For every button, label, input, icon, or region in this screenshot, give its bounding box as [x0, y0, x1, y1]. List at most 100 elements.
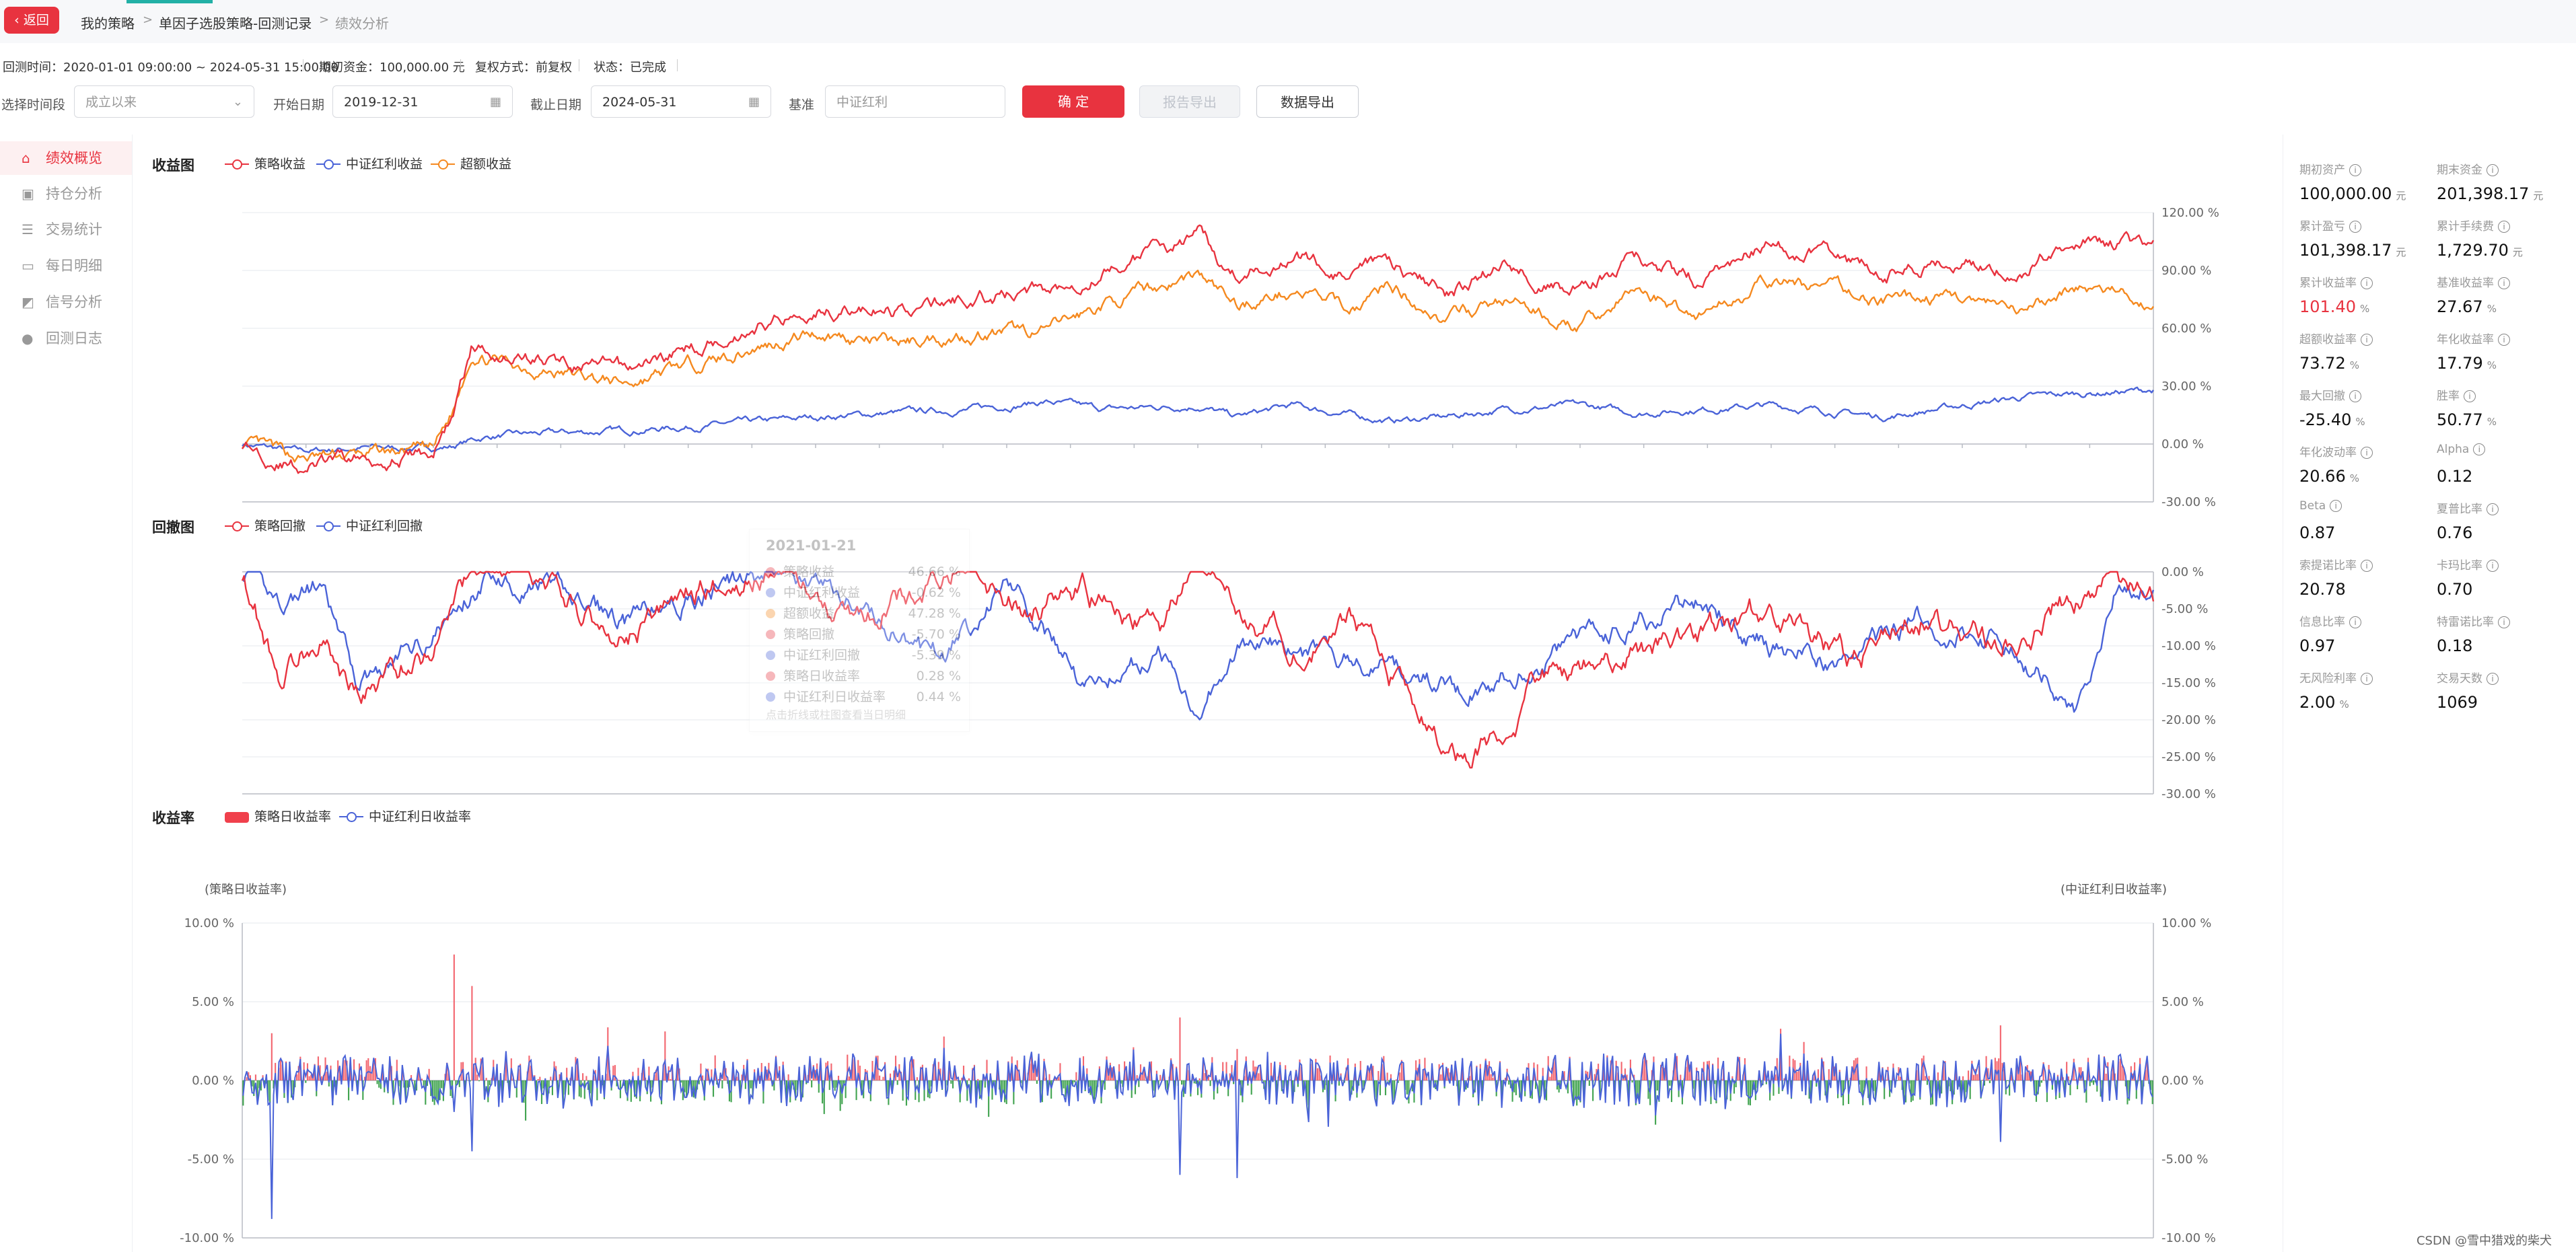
- daily-bar: [1520, 1080, 1522, 1101]
- daily-bar: [373, 1062, 375, 1080]
- daily-bar: [795, 1080, 797, 1101]
- period-select[interactable]: 成立以来 ⌄: [74, 85, 254, 118]
- info-icon[interactable]: i: [2486, 164, 2499, 176]
- info-icon[interactable]: i: [2498, 277, 2510, 289]
- daily-bar: [1034, 1065, 1036, 1080]
- daily-bar: [837, 1076, 840, 1080]
- info-icon[interactable]: i: [2498, 221, 2510, 233]
- info-icon[interactable]: i: [2361, 560, 2373, 572]
- daily-bar: [1181, 1080, 1183, 1085]
- info-icon[interactable]: i: [2361, 447, 2373, 459]
- daily-bar: [1065, 1080, 1067, 1097]
- daily-bar: [889, 1073, 892, 1080]
- breadcrumb-item-backtest-record[interactable]: 单因子选股策略-回测记录: [159, 15, 312, 32]
- daily-bar: [1967, 1070, 1970, 1080]
- chart-icon: ◩: [22, 294, 34, 310]
- daily-bar: [1538, 1080, 1540, 1103]
- metric-value: 50.77%: [2437, 410, 2497, 429]
- daily-bar: [1862, 1080, 1864, 1105]
- metric-label: 夏普比率 i: [2437, 499, 2571, 517]
- daily-bar: [505, 1060, 507, 1080]
- daily-bar: [1138, 1080, 1140, 1087]
- info-icon[interactable]: i: [2361, 277, 2373, 289]
- daily-bar: [515, 1080, 517, 1098]
- metric-1: 期末资金 i 201,398.17 元: [2437, 160, 2571, 203]
- daily-bar: [1209, 1080, 1211, 1087]
- daily-bar: [1036, 1080, 1038, 1084]
- info-icon[interactable]: i: [2330, 500, 2342, 512]
- info-icon[interactable]: i: [2349, 390, 2361, 402]
- data-export-button[interactable]: 数据导出: [1256, 85, 1359, 118]
- metric-value: 0.97: [2299, 636, 2336, 655]
- sidebar-item-backtest-log[interactable]: ● 回测日志: [0, 322, 132, 355]
- info-icon[interactable]: i: [2349, 616, 2361, 628]
- report-export-button[interactable]: 报告导出: [1139, 85, 1240, 118]
- list-icon: ☰: [22, 221, 34, 237]
- daily-bar: [852, 1058, 854, 1080]
- back-button[interactable]: ‹ 返回: [4, 7, 59, 34]
- sidebar-item-daily-detail[interactable]: ▭ 每日明细: [0, 249, 132, 283]
- daily-bar: [1816, 1080, 1818, 1087]
- sidebar-item-trade-stats[interactable]: ☰ 交易统计: [0, 213, 132, 246]
- daily-bar: [1109, 1062, 1111, 1080]
- daily-bar: [1817, 1069, 1819, 1080]
- sidebar-item-holdings[interactable]: ▣ 持仓分析: [0, 177, 132, 211]
- confirm-button[interactable]: 确 定: [1022, 85, 1124, 118]
- daily-bar: [2075, 1079, 2077, 1080]
- daily-bar: [1751, 1080, 1753, 1095]
- breadcrumb-item-my-strategy[interactable]: 我的策略: [81, 15, 135, 32]
- daily-bar: [2151, 1080, 2153, 1105]
- daily-bar: [580, 1080, 582, 1098]
- daily-bar: [839, 1080, 841, 1111]
- daily-bar: [471, 986, 473, 1080]
- daily-bar: [1884, 1080, 1886, 1099]
- metric-value: 2.00%: [2299, 693, 2349, 712]
- drawdown-chart[interactable]: 0.00 % -5.00 % -10.00 % -15.00 % -20.00 % -25…: [168, 558, 2268, 801]
- daily-bar: [714, 1055, 716, 1080]
- divider: [677, 59, 678, 71]
- daily-bar: [787, 1074, 789, 1080]
- daily-bar: [1458, 1080, 1460, 1105]
- sidebar-item-signal-analysis[interactable]: ◩ 信号分析: [0, 285, 132, 319]
- daily-bar: [469, 1080, 471, 1082]
- info-icon[interactable]: i: [2349, 164, 2361, 176]
- daily-bar: [1467, 1078, 1469, 1080]
- returns-chart[interactable]: 120.00 % 90.00 % 60.00 % 30.00 % 0.00 % -30.0…: [168, 202, 2268, 511]
- daily-bar: [875, 1056, 877, 1080]
- daily-bar: [757, 1072, 759, 1080]
- info-icon[interactable]: i: [2473, 443, 2486, 455]
- daily-bar: [292, 1080, 294, 1095]
- metric-value: 101.40%: [2299, 297, 2370, 316]
- info-icon[interactable]: i: [2486, 673, 2499, 685]
- daily-bar: [1120, 1080, 1122, 1084]
- daily-return-chart[interactable]: 10.00 % 10.00 % 5.00 % 5.00 % 0.00 % 0.00 % -5…: [168, 875, 2268, 1252]
- end-date-input[interactable]: 2024-05-31 ▦: [591, 85, 771, 118]
- metric-19: 交易天数 i 1069: [2437, 669, 2571, 712]
- sidebar-item-overview[interactable]: ⌂ 绩效概览: [0, 141, 132, 175]
- info-icon[interactable]: i: [2361, 673, 2373, 685]
- daily-bar: [396, 1060, 398, 1080]
- metric-18: 无风险利率 i 2.00%: [2299, 669, 2434, 712]
- metric-label: 索提诺比率 i: [2299, 556, 2434, 573]
- daily-bar: [637, 1068, 639, 1080]
- daily-bar: [744, 1080, 746, 1089]
- daily-bar: [1259, 1065, 1262, 1080]
- daily-bar: [537, 1078, 539, 1080]
- info-icon[interactable]: i: [2498, 334, 2510, 346]
- start-date-input[interactable]: 2019-12-31 ▦: [332, 85, 513, 118]
- benchmark-input[interactable]: 中证红利: [825, 85, 1005, 118]
- metric-value: 27.67%: [2437, 297, 2497, 316]
- daily-bar: [1193, 1080, 1195, 1084]
- daily-bar: [1719, 1080, 1721, 1092]
- daily-bar: [1104, 1080, 1106, 1090]
- info-icon[interactable]: i: [2486, 503, 2499, 515]
- daily-bar: [2123, 1069, 2125, 1080]
- daily-bar: [371, 1072, 373, 1080]
- info-icon[interactable]: i: [2361, 334, 2373, 346]
- info-icon[interactable]: i: [2486, 560, 2499, 572]
- info-icon[interactable]: i: [2498, 616, 2510, 628]
- info-icon[interactable]: i: [2464, 390, 2476, 402]
- info-icon[interactable]: i: [2349, 221, 2361, 233]
- daily-bar: [1910, 1080, 1912, 1103]
- daily-bar: [853, 1060, 855, 1080]
